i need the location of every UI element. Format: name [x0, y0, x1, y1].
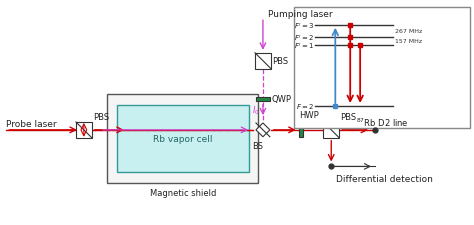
Text: 267 MHz: 267 MHz [395, 29, 422, 34]
Text: PBS: PBS [272, 57, 288, 66]
Text: PBS: PBS [93, 112, 109, 122]
Bar [299, 123, 302, 137]
Text: $F'=1$: $F'=1$ [294, 40, 314, 50]
Text: $^{87}$Rb D2 line: $^{87}$Rb D2 line [356, 116, 408, 128]
Bar [76, 122, 92, 138]
Text: BS: BS [253, 141, 264, 150]
Text: QWP: QWP [272, 95, 292, 104]
Text: $I_0$: $I_0$ [252, 104, 260, 116]
Text: HWP: HWP [299, 110, 319, 119]
Bar [293, 8, 470, 128]
Text: $F=2$: $F=2$ [296, 102, 314, 111]
Text: Differential detection: Differential detection [336, 175, 433, 184]
Bar [108, 95, 258, 184]
Text: Rb vapor cell: Rb vapor cell [153, 135, 212, 144]
Text: $F'=3$: $F'=3$ [294, 21, 314, 31]
Bar [117, 106, 249, 173]
Bar [323, 122, 339, 138]
Bar [256, 97, 270, 101]
Text: 157 MHz: 157 MHz [395, 39, 422, 44]
Text: Probe laser: Probe laser [6, 119, 57, 128]
Bar [255, 54, 271, 69]
Text: PBS: PBS [340, 112, 356, 122]
Polygon shape [256, 123, 270, 137]
Text: $F'=2$: $F'=2$ [294, 33, 314, 43]
Text: Pumping laser: Pumping laser [268, 10, 333, 19]
Text: Magnetic shield: Magnetic shield [150, 189, 216, 198]
